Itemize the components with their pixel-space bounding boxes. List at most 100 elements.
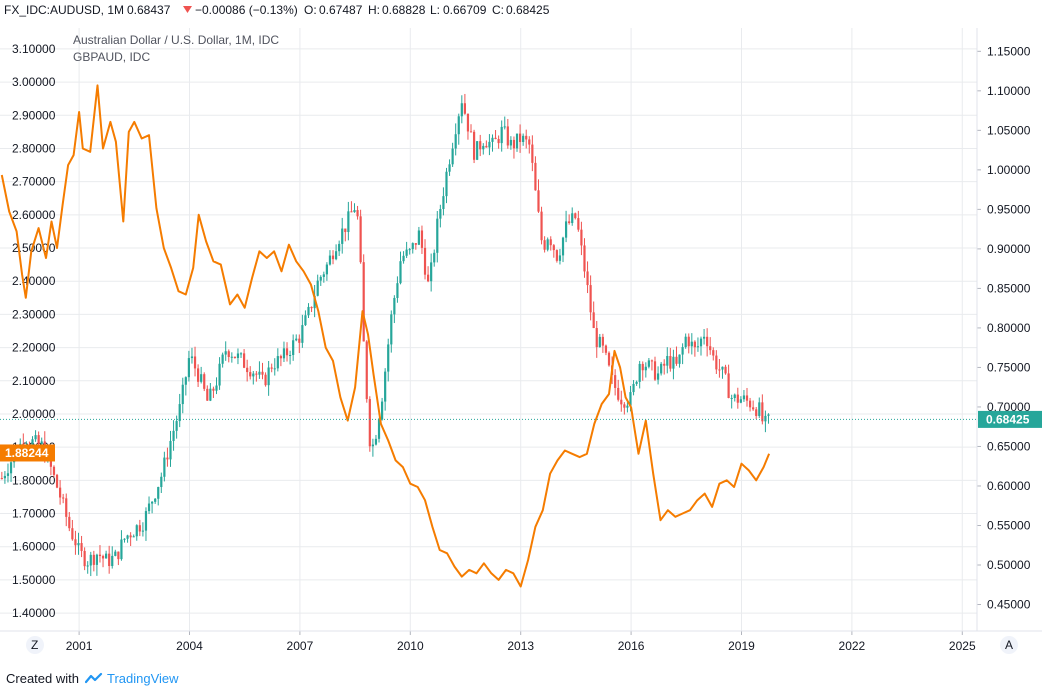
left-tick-label: 2.30000 [12, 307, 56, 321]
right-tick-label: 0.50000 [987, 558, 1031, 572]
right-tick-label: 1.15000 [987, 44, 1031, 58]
candle-body [571, 213, 574, 224]
left-tick-label: 2.20000 [12, 341, 56, 355]
created-with-label: Created with [6, 670, 79, 686]
x-tick-label: 2004 [176, 639, 203, 653]
x-tick-label: 2013 [507, 639, 534, 653]
candle-body [233, 356, 236, 358]
candle-body [681, 347, 684, 355]
auto-scale-right-button[interactable]: A [1000, 636, 1018, 654]
right-price-axis: 1.15000 1.10000 1.05000 1.00000 0.95000 0.900… [977, 44, 1031, 612]
candle-body [558, 255, 562, 261]
left-tick-label: 3.10000 [12, 42, 56, 56]
candle-body [86, 565, 89, 567]
x-tick-label: 2016 [618, 639, 645, 653]
candle-body [561, 237, 565, 256]
candle-body [282, 348, 286, 359]
candle-body [546, 239, 549, 250]
candle-body [724, 366, 727, 374]
candle-body [647, 360, 650, 367]
candle-body [592, 312, 595, 329]
candle-body [193, 356, 197, 369]
grid-lines [0, 28, 977, 631]
candle-body [227, 351, 230, 357]
candle-body [295, 338, 298, 341]
candle-body [620, 399, 623, 405]
candle-body [706, 336, 709, 347]
candle-body [417, 230, 420, 245]
candle-body [693, 341, 696, 348]
x-tick-label: 2010 [397, 639, 424, 653]
candle-body [160, 476, 163, 488]
candle-body [230, 356, 233, 358]
candle-body [761, 402, 764, 422]
candle-body [209, 388, 212, 401]
candle-body [656, 373, 660, 380]
footer-attribution[interactable]: Created with TradingView [6, 669, 179, 687]
candle-body [221, 354, 224, 364]
left-price-tag: 1.88244 [0, 444, 55, 462]
candle-body [752, 407, 755, 410]
candle-body [687, 336, 690, 347]
right-tick-label: 0.95000 [987, 202, 1031, 216]
left-tick-label: 1.50000 [12, 573, 56, 587]
candle-body [595, 328, 598, 348]
candle-body [626, 405, 629, 408]
candle-body [540, 211, 543, 241]
candle-body [739, 399, 742, 403]
close-value: 0.68425 [506, 3, 550, 17]
plot-area [0, 84, 977, 588]
candle-body [515, 133, 519, 149]
candle-body [411, 243, 414, 250]
candle-body [3, 475, 7, 479]
auto-scale-left-button[interactable]: Z [26, 636, 44, 654]
candle-body [132, 536, 135, 538]
candle-body [6, 473, 10, 476]
candle-body [445, 171, 448, 197]
candle-body [65, 498, 68, 517]
candle-body [273, 368, 276, 370]
candle-body [577, 218, 580, 230]
candle-body [31, 439, 34, 447]
candle-body [74, 539, 77, 546]
candle-body [267, 367, 270, 386]
right-tick-label: 0.90000 [987, 242, 1031, 256]
left-tick-label: 1.80000 [12, 473, 56, 487]
candle-body [218, 363, 221, 386]
audusd-candles [0, 93, 770, 577]
candle-body [442, 196, 445, 210]
candle-body [402, 255, 405, 262]
candle-body [365, 341, 368, 400]
tradingview-brand[interactable]: TradingView [106, 670, 179, 686]
candle-body [285, 348, 289, 356]
candle-body [396, 283, 399, 298]
left-tick-label: 2.10000 [12, 374, 56, 388]
last-price: 0.68437 [127, 3, 171, 17]
low-label: L: [430, 3, 440, 17]
candle-body [482, 145, 485, 150]
right-tick-label: 1.00000 [987, 163, 1031, 177]
candle-body [154, 498, 157, 502]
candle-body [430, 262, 433, 282]
candle-body [742, 395, 746, 400]
candle-body [399, 261, 402, 284]
candle-body [270, 367, 273, 369]
candle-body [709, 346, 712, 351]
candle-body [371, 444, 374, 447]
candle-body [129, 535, 132, 538]
candle-body [755, 409, 758, 416]
right-tick-label: 0.70000 [987, 400, 1031, 414]
candle-body [730, 397, 733, 399]
candle-body [463, 103, 466, 114]
main-series-legend[interactable]: Australian Dollar / U.S. Dollar, 1M, IDC [73, 33, 279, 47]
compare-series-legend[interactable]: GBPAUD, IDC [73, 50, 150, 64]
candle-body [598, 336, 601, 348]
candle-body [580, 229, 583, 246]
symbol-label[interactable]: FX_IDC:AUDUSD, 1M [4, 3, 124, 17]
candle-body [641, 363, 644, 371]
candle-body [261, 371, 264, 375]
candle-body [184, 377, 187, 385]
left-tick-label: 2.70000 [12, 175, 56, 189]
candle-body [543, 240, 546, 250]
